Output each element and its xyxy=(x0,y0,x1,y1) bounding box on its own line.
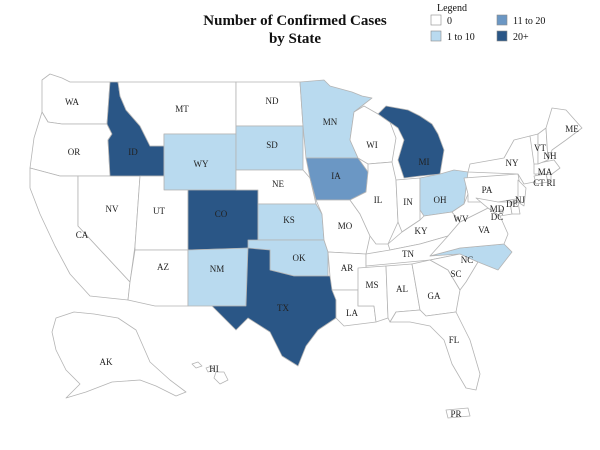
state-pr[interactable] xyxy=(445,407,471,419)
svg-text:TN: TN xyxy=(402,249,414,259)
legend-swatch-2 xyxy=(430,30,442,42)
svg-text:WA: WA xyxy=(65,97,79,107)
svg-text:WY: WY xyxy=(194,159,209,169)
legend-swatch-1 xyxy=(496,14,508,26)
svg-text:PA: PA xyxy=(482,185,493,195)
state-de[interactable] xyxy=(509,201,521,215)
svg-text:KS: KS xyxy=(283,215,295,225)
state-fl[interactable] xyxy=(389,309,481,391)
svg-text:NY: NY xyxy=(506,158,519,168)
svg-text:MO: MO xyxy=(338,221,353,231)
svg-text:NC: NC xyxy=(461,255,474,265)
legend-swatch-3 xyxy=(496,30,508,42)
svg-text:SD: SD xyxy=(266,140,278,150)
svg-text:PR: PR xyxy=(450,409,461,419)
svg-text:CA: CA xyxy=(76,230,89,240)
state-labels: WA OR CA NV ID MT WY UT AZ CO NM ND SD N… xyxy=(65,96,579,419)
svg-text:KY: KY xyxy=(415,226,428,236)
state-wi[interactable] xyxy=(349,105,397,165)
svg-text:OR: OR xyxy=(68,147,81,157)
state-nj[interactable] xyxy=(517,179,527,207)
svg-text:DE: DE xyxy=(506,199,518,209)
state-ca[interactable] xyxy=(29,167,131,301)
svg-text:OH: OH xyxy=(434,195,447,205)
svg-text:NE: NE xyxy=(272,179,284,189)
state-co[interactable] xyxy=(187,189,259,251)
svg-text:MS: MS xyxy=(365,280,378,290)
svg-text:NJ: NJ xyxy=(515,195,525,205)
svg-text:DC: DC xyxy=(491,212,504,222)
svg-text:OK: OK xyxy=(293,253,306,263)
svg-text:IL: IL xyxy=(374,195,383,205)
svg-text:VA: VA xyxy=(478,225,490,235)
state-il[interactable] xyxy=(349,161,399,245)
svg-text:LA: LA xyxy=(346,308,358,318)
state-mi[interactable] xyxy=(377,105,445,179)
svg-text:ID: ID xyxy=(128,147,138,157)
svg-text:MA: MA xyxy=(538,167,553,177)
state-tx[interactable] xyxy=(211,247,337,367)
svg-text:CT: CT xyxy=(533,178,545,188)
legend-label-2: 11 to 20 xyxy=(513,16,545,27)
state-hi-1[interactable] xyxy=(191,361,203,369)
svg-text:AK: AK xyxy=(100,357,113,367)
svg-text:AR: AR xyxy=(341,263,354,273)
state-ma[interactable] xyxy=(533,159,561,175)
state-mn[interactable] xyxy=(299,79,373,159)
svg-text:FL: FL xyxy=(449,335,460,345)
state-pa[interactable] xyxy=(463,173,523,203)
state-az[interactable] xyxy=(127,249,189,307)
svg-text:TX: TX xyxy=(277,303,289,313)
svg-text:UT: UT xyxy=(153,206,165,216)
legend-swatch-0 xyxy=(430,14,442,26)
svg-text:AZ: AZ xyxy=(157,262,169,272)
svg-text:MN: MN xyxy=(323,117,338,127)
svg-text:WV: WV xyxy=(454,214,469,224)
svg-text:ME: ME xyxy=(565,124,579,134)
svg-text:SC: SC xyxy=(450,269,461,279)
svg-text:NH: NH xyxy=(544,151,557,161)
svg-text:WI: WI xyxy=(366,140,378,150)
svg-text:IA: IA xyxy=(331,171,341,181)
svg-text:HI: HI xyxy=(209,364,219,374)
state-hi-3[interactable] xyxy=(213,371,229,385)
state-hi-2[interactable] xyxy=(205,365,215,373)
svg-text:ND: ND xyxy=(266,96,279,106)
svg-text:NV: NV xyxy=(106,204,119,214)
svg-text:MD: MD xyxy=(490,204,505,214)
state-ak[interactable] xyxy=(51,311,187,399)
legend: Legend 0 11 to 20 1 to 10 20+ xyxy=(430,3,545,43)
svg-text:AL: AL xyxy=(396,284,408,294)
svg-text:VT: VT xyxy=(534,143,546,153)
state-nm[interactable] xyxy=(187,247,249,307)
state-dc[interactable] xyxy=(499,209,504,214)
svg-text:IN: IN xyxy=(403,197,413,207)
svg-text:CO: CO xyxy=(215,209,228,219)
map-title-line-1: Number of Confirmed Cases xyxy=(203,13,387,29)
map-title-line-2: by State xyxy=(269,31,321,47)
svg-text:MT: MT xyxy=(175,104,189,114)
svg-text:NM: NM xyxy=(210,264,225,274)
legend-label-3: 20+ xyxy=(513,32,529,43)
svg-text:GA: GA xyxy=(428,291,441,301)
legend-label-0: 0 xyxy=(447,16,452,27)
legend-title: Legend xyxy=(437,3,467,14)
svg-text:MI: MI xyxy=(419,157,430,167)
svg-text:RI: RI xyxy=(547,178,556,188)
legend-label-1: 1 to 10 xyxy=(447,32,475,43)
state-me[interactable] xyxy=(545,107,583,161)
